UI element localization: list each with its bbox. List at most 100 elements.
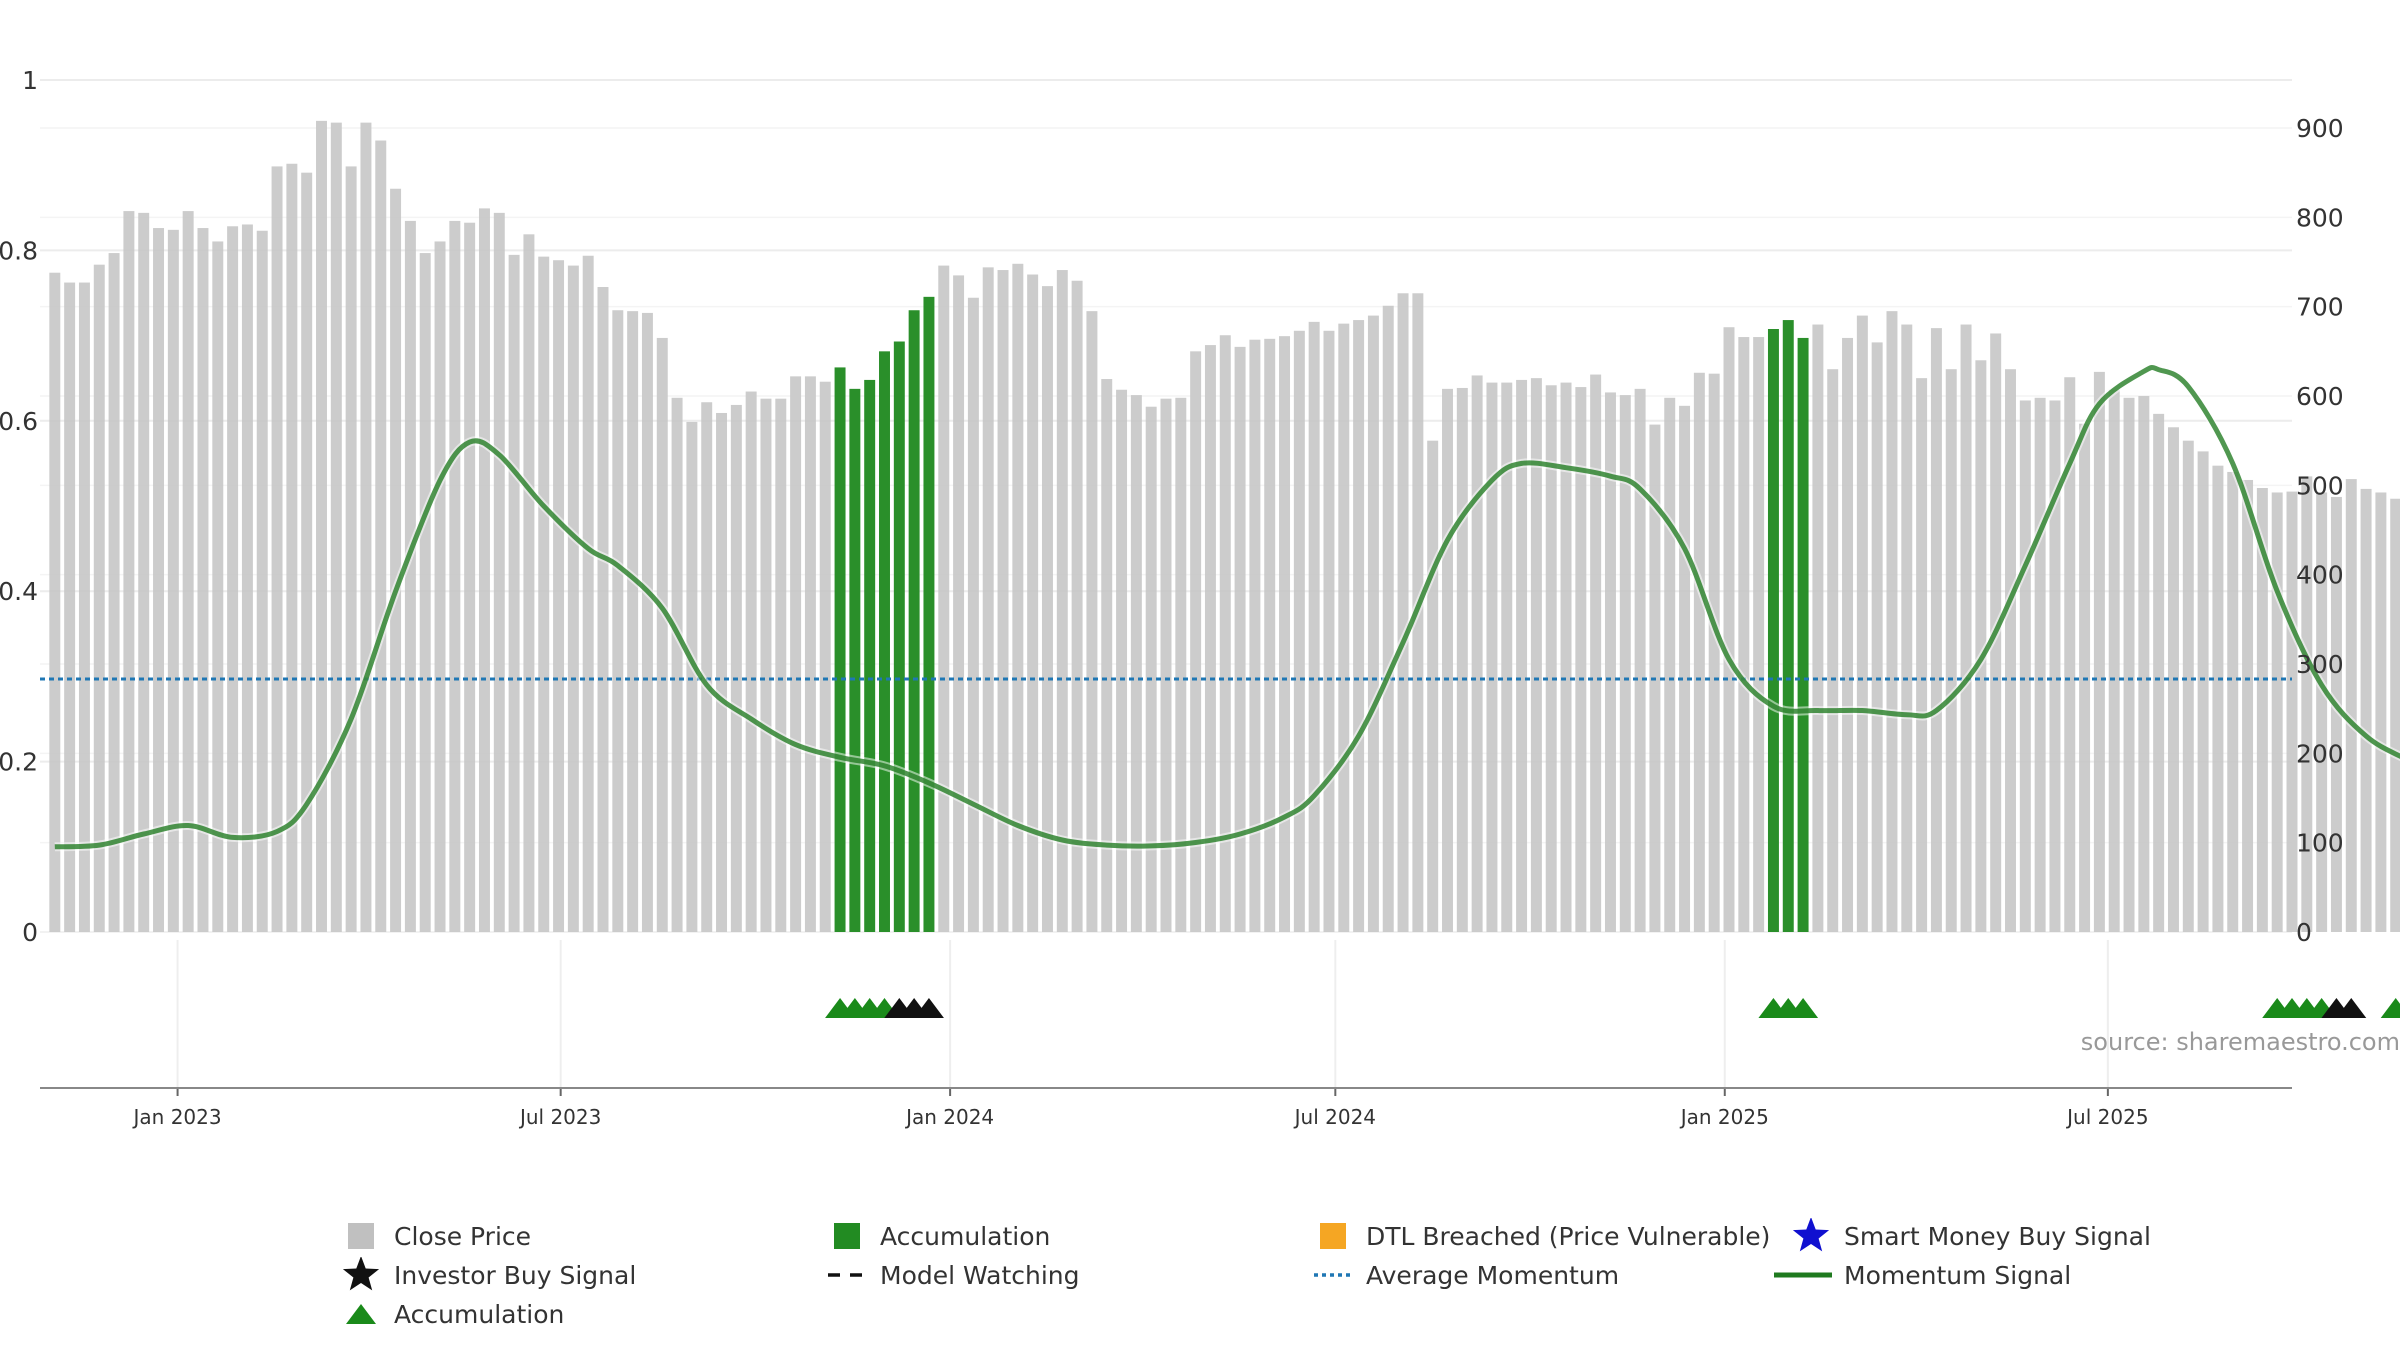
accumulation-bar <box>879 351 890 932</box>
close-price-bar <box>212 241 224 932</box>
accumulation-bar <box>1797 337 1809 932</box>
close-price-bar <box>1353 320 1365 933</box>
close-price-bar <box>1560 382 1572 933</box>
close-price-bar <box>1530 378 1542 933</box>
accumulation-bar <box>893 341 905 932</box>
close-price-bar <box>1516 379 1528 932</box>
close-price-bar <box>804 376 816 932</box>
close-price-bar <box>93 264 105 932</box>
accumulation-bar <box>849 388 861 932</box>
left-axis-tick-label: 0.8 <box>0 236 38 265</box>
close-price-bar <box>1160 398 1172 932</box>
right-axis-tick-label: 800 <box>2296 203 2344 232</box>
close-price-bar <box>330 122 342 932</box>
accumulation-marker <box>2380 998 2400 1018</box>
close-price-bar <box>316 120 327 932</box>
accumulation-marker-strip <box>825 998 2400 1018</box>
accumulation-bar <box>1767 329 1779 932</box>
close-price-bar <box>1945 369 1957 932</box>
close-price-bar <box>1279 336 1291 932</box>
close-price-bar <box>1264 338 1276 932</box>
close-price-bar <box>701 402 713 933</box>
x-tick-label: Jul 2023 <box>518 1105 601 1129</box>
close-price-bar <box>1012 263 1024 933</box>
x-tick-label: Jul 2024 <box>1293 1105 1376 1129</box>
close-price-bar <box>775 398 787 932</box>
close-price-bar <box>538 256 550 932</box>
close-price-bar <box>2375 492 2387 932</box>
close-price-bar <box>1308 321 1320 932</box>
close-price-bar <box>2197 451 2209 932</box>
investor-buy-marker <box>913 998 944 1018</box>
close-price-bar <box>1427 440 1439 932</box>
close-price-bar <box>123 211 135 932</box>
close-price-bar <box>686 421 698 932</box>
close-price-bar <box>227 226 239 932</box>
close-price-bar <box>78 282 90 933</box>
close-price-bar <box>2064 377 2076 932</box>
close-price-bar <box>434 241 446 932</box>
close-price-bar <box>1175 397 1187 933</box>
close-price-bar <box>493 212 505 932</box>
accumulation-bar <box>834 367 846 932</box>
left-axis-tick-label: 0.2 <box>0 748 38 777</box>
right-axis-tick-label: 200 <box>2296 739 2344 768</box>
close-price-bar <box>1397 293 1409 932</box>
close-price-bar <box>1056 270 1068 932</box>
close-price-bar <box>64 282 76 933</box>
x-tick-label: Jan 2024 <box>904 1105 994 1129</box>
close-price-bar <box>1323 330 1335 933</box>
close-price-bar <box>508 254 520 932</box>
close-price-bar <box>182 211 194 932</box>
close-price-bar <box>2330 496 2342 932</box>
close-price-bar <box>1456 387 1468 933</box>
accumulation-bar <box>864 379 876 932</box>
close-price-bar <box>1723 327 1735 932</box>
close-price-bar <box>49 272 61 933</box>
close-price-bar <box>1871 342 1883 932</box>
close-price-bar <box>1190 351 1202 932</box>
close-price-bar <box>1486 382 1498 933</box>
close-price-bar <box>760 398 772 932</box>
close-price-bar <box>390 188 402 932</box>
close-price-bar <box>2212 465 2224 932</box>
close-price-bar <box>1575 387 1587 933</box>
close-price-bar <box>375 140 387 933</box>
close-price-bar <box>1916 378 1928 933</box>
close-price-bar <box>478 208 490 932</box>
close-price-bar <box>1367 315 1379 933</box>
close-price-bar <box>1753 337 1765 932</box>
close-price-bar <box>1501 382 1513 933</box>
close-price-bar <box>167 229 179 933</box>
close-price-bar <box>108 253 120 933</box>
close-price-bar <box>1442 388 1453 932</box>
close-price-bar <box>2049 400 2061 932</box>
right-axis-tick-label: 100 <box>2296 829 2344 858</box>
x-tick-label: Jan 2025 <box>1679 1105 1769 1129</box>
momentum-signal <box>54 364 2400 850</box>
close-price-bar <box>1693 372 1705 933</box>
close-price-bar <box>419 253 431 933</box>
close-price-bar <box>2019 400 2031 932</box>
axes: 0 0.2 0.4 0.6 0.8 1 0 100 200 300 400 500 600 700 800 9… <box>0 66 2344 1129</box>
close-price-bar <box>2390 498 2400 932</box>
right-axis-tick-label: 400 <box>2296 561 2344 590</box>
close-price-bar <box>790 376 802 932</box>
close-price-bar <box>612 310 624 932</box>
accumulation-bar <box>908 310 920 932</box>
close-price-bar <box>1960 324 1972 932</box>
close-price-bar <box>2123 397 2135 933</box>
close-price-bar <box>967 297 979 932</box>
close-price-bar <box>2256 488 2268 932</box>
close-price-bar <box>2227 471 2239 932</box>
close-price-bar <box>1086 311 1098 933</box>
close-price-bar <box>2138 396 2150 932</box>
close-price-bar <box>1604 392 1616 933</box>
close-price-bar <box>1071 280 1083 932</box>
close-price-bar <box>2034 397 2046 933</box>
close-price-bar <box>582 255 594 932</box>
close-price-bar <box>982 267 994 932</box>
close-price-bar <box>1382 305 1394 933</box>
close-price-bar <box>271 166 283 932</box>
